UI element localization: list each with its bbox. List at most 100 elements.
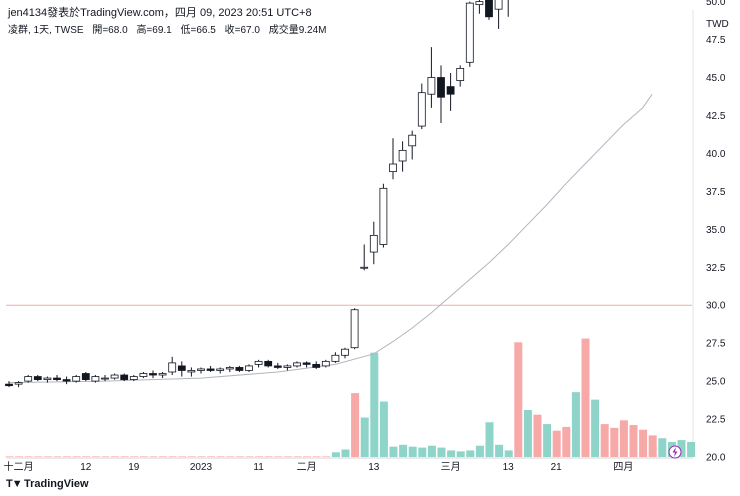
candle-body <box>168 362 177 373</box>
volume-bar <box>408 446 417 457</box>
volume-bar <box>619 420 628 457</box>
volume-bar <box>591 399 600 457</box>
candle-body <box>331 354 340 362</box>
y-tick-label: 45.0 <box>706 73 726 84</box>
volume-bar <box>331 452 340 457</box>
volume-bar <box>63 456 72 457</box>
candle-body <box>475 1 484 6</box>
x-tick-label: 21 <box>551 462 563 473</box>
tradingview-logo[interactable]: T▼ TradingView <box>6 478 89 490</box>
volume-bar <box>658 438 667 457</box>
candle-body <box>485 0 493 18</box>
volume-bar <box>543 424 552 457</box>
volume-bar <box>427 445 436 457</box>
time-axis[interactable]: 十二月 12 19 2023 11 二月 13 三月 13 21 四月 <box>4 457 693 473</box>
volume-bar <box>466 450 475 457</box>
y-tick-label: 32.5 <box>706 263 726 274</box>
candle-body <box>5 383 13 387</box>
x-tick-label: 12 <box>80 462 92 473</box>
candle-body <box>14 382 23 385</box>
candles-layer <box>5 0 509 388</box>
moving-average-line <box>8 93 653 384</box>
candle-body <box>149 373 157 376</box>
candle-body <box>187 370 196 373</box>
volume-bar <box>523 410 532 457</box>
candle-body <box>33 376 42 380</box>
volume-bar <box>159 456 168 457</box>
y-tick-label: 30.0 <box>706 301 726 312</box>
volume-bar <box>274 456 283 457</box>
volume-bar <box>34 456 43 457</box>
y-tick-label: 27.5 <box>706 339 726 350</box>
candle-body <box>273 365 282 368</box>
volume-bar <box>207 456 216 457</box>
candle-body <box>389 163 397 173</box>
volume-bar <box>197 456 206 457</box>
candle-body <box>129 376 138 380</box>
alert-layer[interactable] <box>668 445 682 459</box>
volume-bar <box>475 445 484 457</box>
x-tick-label: 二月 <box>297 461 317 473</box>
volume-bar <box>283 456 292 457</box>
candle-body <box>360 266 369 269</box>
x-tick-label: 19 <box>128 462 140 473</box>
candle-body <box>53 377 61 380</box>
candle-body <box>110 374 119 379</box>
flash-icon <box>672 447 678 457</box>
currency-label: TWD <box>706 19 729 30</box>
candle-body <box>225 367 234 370</box>
volume-bar <box>351 393 360 457</box>
volume-bar <box>235 456 244 457</box>
candle-body <box>350 309 359 349</box>
volume-bar <box>293 456 302 457</box>
price-axis[interactable]: TWD75.072.570.067.565.062.560.057.555.05… <box>692 0 729 464</box>
volume-bar <box>437 447 446 457</box>
volume-bar <box>514 342 523 457</box>
volume-bar <box>533 414 542 457</box>
candle-body <box>101 377 109 380</box>
tradingview-mark-icon: T▼ <box>6 478 23 490</box>
candle-body <box>254 360 263 365</box>
volume-bar <box>610 427 619 457</box>
candle-body <box>369 234 378 253</box>
x-tick-label: 13 <box>503 462 515 473</box>
volume-bar <box>418 447 427 457</box>
x-tick-label: 11 <box>253 462 264 473</box>
volume-bar <box>120 456 129 457</box>
candle-body <box>456 67 465 81</box>
candle-body <box>158 373 167 376</box>
candle-body <box>91 376 100 382</box>
candle-body <box>446 86 455 95</box>
volume-bar <box>264 456 273 457</box>
volume-bar <box>399 444 408 457</box>
volume-bar <box>111 456 120 457</box>
candle-body <box>206 368 215 371</box>
volume-bar <box>456 451 465 457</box>
volume-bar <box>245 456 254 457</box>
volume-bar <box>5 456 14 457</box>
candle-body <box>302 362 311 365</box>
y-tick-label: 22.5 <box>706 415 726 426</box>
volume-bar <box>15 456 24 457</box>
candle-body <box>494 0 503 10</box>
volume-bar <box>322 456 331 457</box>
candle-body <box>398 149 407 162</box>
candle-body <box>465 2 474 63</box>
volume-bar <box>629 425 638 457</box>
symbol-name[interactable]: 凌群, 1天, TWSE <box>8 25 84 36</box>
chart-header-title: jen4134發表於TradingView.com，四月 09, 2023 20… <box>8 7 312 19</box>
candle-body <box>81 373 90 380</box>
volume-bar <box>495 444 504 457</box>
y-tick-label: 50.0 <box>706 0 726 8</box>
candle-body <box>408 134 417 147</box>
x-tick-label: 三月 <box>441 461 461 473</box>
candle-body <box>264 360 273 367</box>
x-tick-label: 2023 <box>190 462 213 473</box>
volume-bar <box>312 456 321 457</box>
candle-body <box>177 365 186 371</box>
volume-bar <box>303 456 312 457</box>
volume-bar <box>447 450 456 457</box>
volume-bar <box>639 429 648 457</box>
volume-bar <box>581 338 590 457</box>
